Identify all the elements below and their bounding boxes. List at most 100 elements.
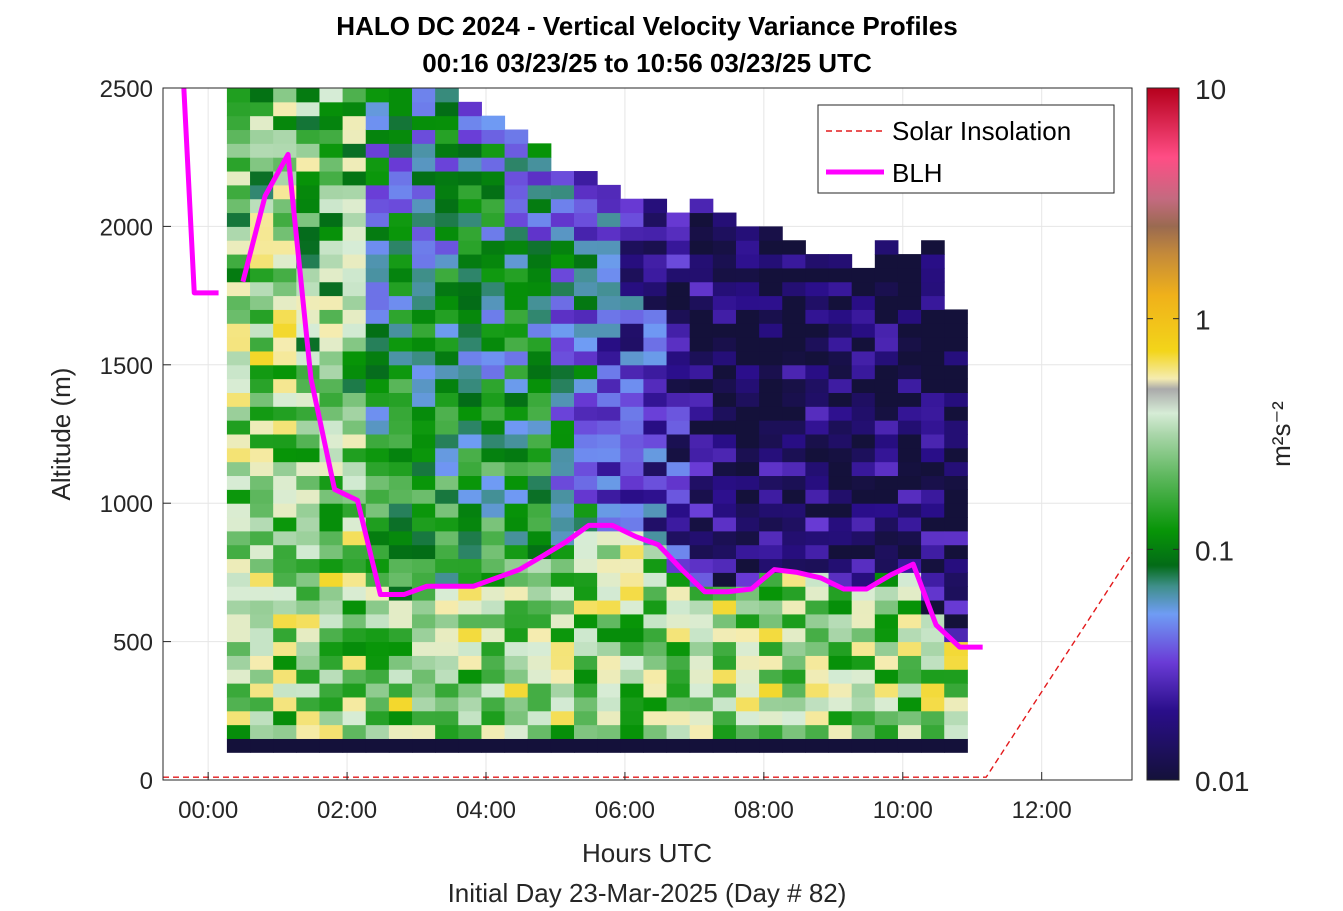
heatmap-cell <box>597 406 621 421</box>
heatmap-cell <box>319 544 344 560</box>
heatmap-cell <box>689 558 714 573</box>
heatmap-cell <box>620 669 644 684</box>
heatmap-cell <box>458 281 482 297</box>
heatmap-cell <box>226 738 251 753</box>
heatmap-cell <box>874 475 899 490</box>
heatmap-cell <box>388 558 413 573</box>
heatmap-cell <box>689 738 714 753</box>
heatmap-cell <box>874 738 899 753</box>
heatmap-cell <box>273 434 297 449</box>
heatmap-cell <box>226 350 251 366</box>
heatmap-cell <box>412 710 436 726</box>
heatmap-cell <box>874 461 899 477</box>
heatmap-cell <box>412 461 436 477</box>
heatmap-cell <box>342 226 367 241</box>
heatmap-cell <box>412 669 436 684</box>
heatmap-cell <box>689 309 714 324</box>
heatmap-cell <box>412 101 436 117</box>
heatmap-cell <box>851 683 876 698</box>
heatmap-cell <box>759 267 783 283</box>
heatmap-cell <box>620 226 644 241</box>
heatmap-cell <box>296 143 320 158</box>
heatmap-cell <box>874 683 899 698</box>
heatmap-cell <box>759 655 783 670</box>
heatmap-cell <box>689 696 714 712</box>
heatmap-cell <box>597 696 621 712</box>
heatmap-cell <box>481 129 506 144</box>
heatmap-cell <box>226 489 251 504</box>
heatmap-cell <box>897 655 922 670</box>
heatmap-cell <box>735 627 760 643</box>
legend-box <box>817 104 1115 194</box>
heatmap-cell <box>342 434 367 449</box>
heatmap-cell <box>504 724 529 739</box>
heatmap-cell <box>735 696 760 712</box>
heatmap-cell <box>527 378 552 393</box>
heatmap-cell <box>365 129 390 144</box>
heatmap-cell <box>388 627 413 643</box>
heatmap-cell <box>666 738 691 753</box>
heatmap-cell <box>620 696 644 712</box>
heatmap-cell <box>874 489 899 504</box>
heatmap-cell <box>597 337 621 352</box>
heatmap-cell <box>273 406 297 421</box>
heatmap-cell <box>735 267 760 283</box>
variance-heatmap <box>226 88 968 753</box>
heatmap-cell <box>805 295 830 310</box>
heatmap-cell <box>874 696 899 712</box>
heatmap-cell <box>782 669 806 684</box>
heatmap-cell <box>620 420 644 435</box>
heatmap-cell <box>921 254 945 269</box>
heatmap-cell <box>712 655 737 670</box>
heatmap-cell <box>944 738 968 753</box>
heatmap-cell <box>574 600 598 615</box>
heatmap-cell <box>527 572 552 587</box>
heatmap-cell <box>504 171 529 186</box>
heatmap-cell <box>828 281 853 297</box>
heatmap-cell <box>874 420 899 435</box>
heatmap-cell <box>759 226 783 241</box>
heatmap-cell <box>712 489 737 504</box>
heatmap-cell <box>735 323 760 338</box>
heatmap-cell <box>319 184 344 200</box>
chart-title: HALO DC 2024 - Vertical Velocity Varianc… <box>336 11 957 41</box>
heatmap-cell <box>481 198 506 214</box>
heatmap-cell <box>921 627 945 643</box>
heatmap-cell <box>412 337 436 352</box>
heatmap-cell <box>481 420 506 435</box>
heatmap-cell <box>435 198 459 214</box>
heatmap-cell <box>458 309 482 324</box>
heatmap-cell <box>597 378 621 393</box>
heatmap-cell <box>527 240 552 255</box>
heatmap-cell <box>250 420 274 435</box>
heatmap-cell <box>897 447 922 463</box>
heatmap-cell <box>342 184 367 200</box>
heatmap-cell <box>435 309 459 324</box>
heatmap-cell <box>828 420 853 435</box>
heatmap-cell <box>273 226 297 241</box>
heatmap-cell <box>574 350 598 366</box>
heatmap-cell <box>273 461 297 477</box>
heatmap-cell <box>944 337 968 352</box>
heatmap-cell <box>782 267 806 283</box>
heatmap-cell <box>759 309 783 324</box>
heatmap-cell <box>897 489 922 504</box>
heatmap-cell <box>874 641 899 656</box>
heatmap-cell <box>597 281 621 297</box>
heatmap-cell <box>597 364 621 380</box>
heatmap-cell <box>643 461 668 477</box>
heatmap-cell <box>342 129 367 144</box>
heatmap-cell <box>342 171 367 186</box>
heatmap-cell <box>620 683 644 698</box>
heatmap-cell <box>504 655 529 670</box>
heatmap-cell <box>550 655 575 670</box>
heatmap-cell <box>921 447 945 463</box>
heatmap-cell <box>851 489 876 504</box>
heatmap-cell <box>388 378 413 393</box>
heatmap-cell <box>504 157 529 172</box>
heatmap-cell <box>689 641 714 656</box>
heatmap-cell <box>944 434 968 449</box>
heatmap-cell <box>620 558 644 573</box>
heatmap-cell <box>620 337 644 352</box>
heatmap-cell <box>851 350 876 366</box>
